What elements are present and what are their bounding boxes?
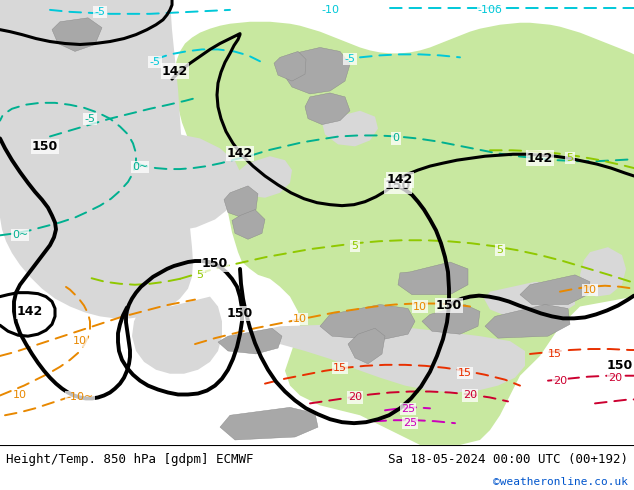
- Text: 150: 150: [32, 140, 58, 153]
- Polygon shape: [322, 111, 378, 147]
- Polygon shape: [520, 275, 590, 304]
- Text: 150: 150: [227, 307, 253, 320]
- Polygon shape: [422, 304, 480, 334]
- Text: 150: 150: [607, 359, 633, 372]
- Text: 142: 142: [527, 152, 553, 165]
- Text: 10: 10: [293, 315, 307, 324]
- Text: 150: 150: [436, 299, 462, 312]
- Polygon shape: [224, 186, 258, 218]
- Text: 10: 10: [583, 285, 597, 294]
- Text: 142: 142: [227, 147, 253, 160]
- Polygon shape: [398, 262, 468, 294]
- Text: -5: -5: [84, 114, 96, 123]
- Text: 20: 20: [553, 376, 567, 386]
- Text: 10: 10: [73, 336, 87, 346]
- Polygon shape: [580, 247, 626, 296]
- Text: -10δ: -10δ: [477, 5, 502, 15]
- Polygon shape: [485, 304, 570, 338]
- Polygon shape: [305, 93, 350, 124]
- Text: 150: 150: [385, 179, 411, 193]
- Text: -10~: -10~: [67, 392, 94, 402]
- Polygon shape: [232, 210, 265, 239]
- Text: Sa 18-05-2024 00:00 UTC (00+192): Sa 18-05-2024 00:00 UTC (00+192): [387, 453, 628, 466]
- Polygon shape: [0, 0, 193, 318]
- Text: 142: 142: [17, 305, 43, 318]
- Text: 15: 15: [458, 368, 472, 378]
- Polygon shape: [348, 328, 385, 364]
- Text: 5: 5: [197, 270, 204, 280]
- Polygon shape: [218, 328, 282, 354]
- Text: -10: -10: [321, 5, 339, 15]
- Text: 142: 142: [387, 173, 413, 187]
- Polygon shape: [0, 0, 40, 54]
- Text: 0~: 0~: [12, 230, 28, 240]
- Text: 25: 25: [401, 404, 415, 415]
- Text: 0: 0: [392, 133, 399, 144]
- Text: 5: 5: [496, 245, 503, 255]
- Polygon shape: [105, 133, 242, 231]
- Text: 15: 15: [548, 349, 562, 359]
- Polygon shape: [52, 18, 102, 51]
- Text: ©weatheronline.co.uk: ©weatheronline.co.uk: [493, 477, 628, 487]
- Text: -5: -5: [94, 7, 105, 17]
- Text: 10: 10: [413, 301, 427, 312]
- Text: 142: 142: [162, 65, 188, 78]
- Polygon shape: [174, 0, 634, 445]
- Polygon shape: [320, 304, 415, 340]
- Polygon shape: [132, 296, 222, 374]
- Text: 5: 5: [567, 153, 574, 163]
- Polygon shape: [236, 156, 292, 198]
- Text: 150: 150: [202, 257, 228, 270]
- Text: 5: 5: [351, 241, 358, 251]
- Polygon shape: [282, 48, 350, 94]
- Text: 15: 15: [333, 363, 347, 373]
- Polygon shape: [274, 51, 306, 81]
- Polygon shape: [215, 324, 525, 392]
- Text: 10: 10: [13, 391, 27, 400]
- Text: -5: -5: [344, 54, 356, 64]
- Text: 25: 25: [403, 418, 417, 428]
- Text: 0~: 0~: [132, 162, 148, 172]
- Text: Height/Temp. 850 hPa [gdpm] ECMWF: Height/Temp. 850 hPa [gdpm] ECMWF: [6, 453, 254, 466]
- Text: 20: 20: [608, 373, 622, 383]
- Polygon shape: [220, 407, 318, 440]
- Text: 20: 20: [463, 391, 477, 400]
- Text: 20: 20: [348, 392, 362, 402]
- Polygon shape: [55, 15, 105, 54]
- Text: -5: -5: [150, 57, 160, 67]
- Polygon shape: [148, 24, 168, 42]
- Polygon shape: [360, 321, 398, 354]
- Polygon shape: [484, 282, 575, 319]
